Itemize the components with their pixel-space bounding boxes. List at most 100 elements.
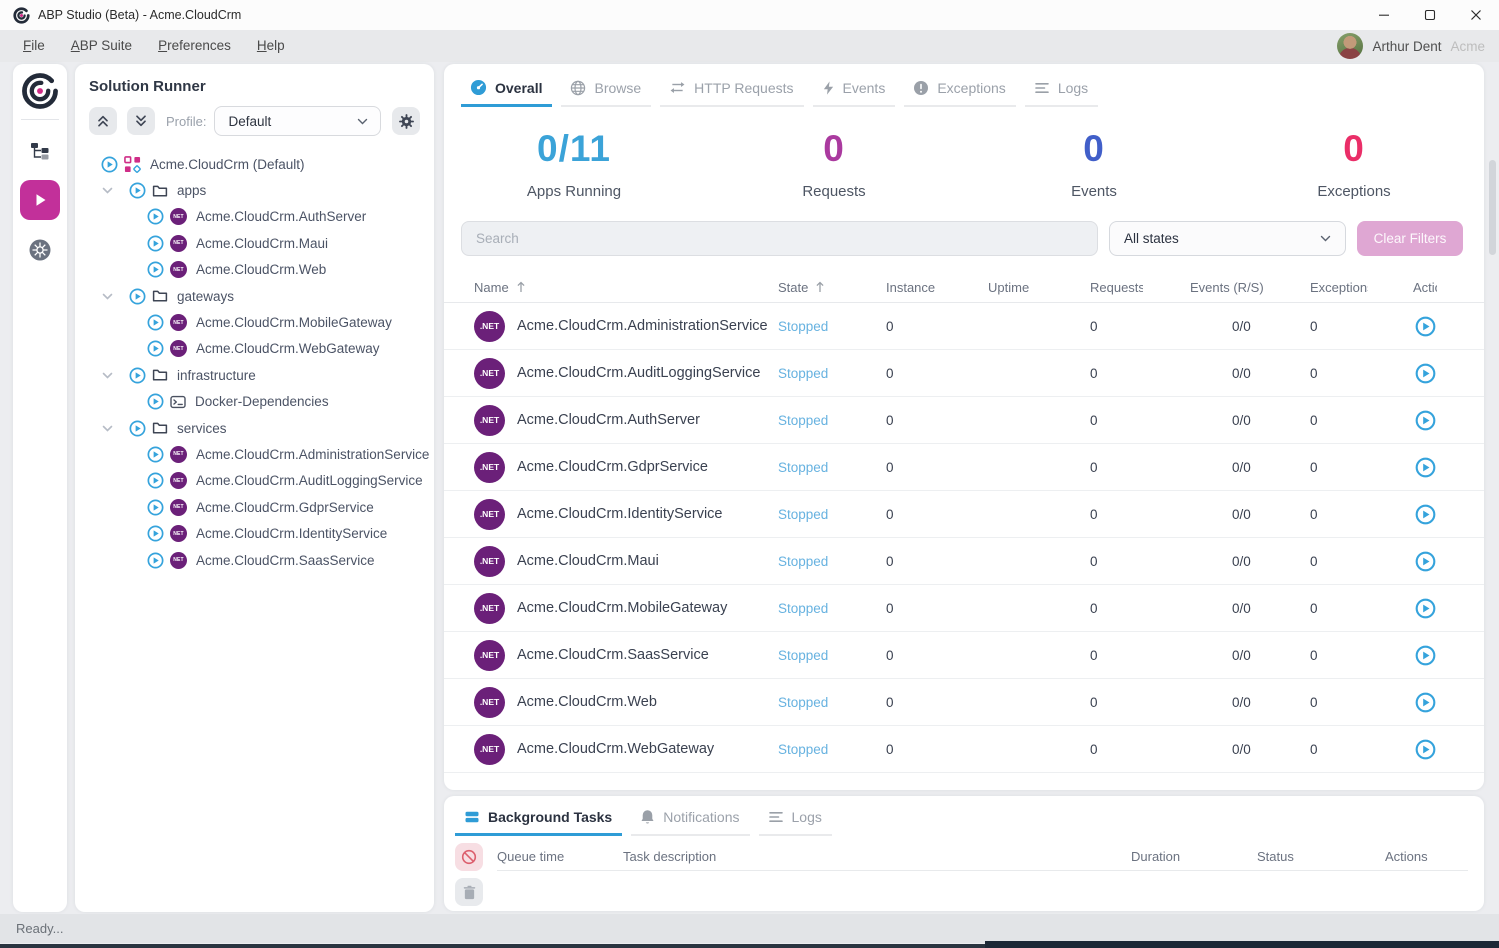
tree-item-acme-cloudcrm-saasservice[interactable]: NET Acme.CloudCrm.SaasService xyxy=(89,547,420,573)
runner-settings-button[interactable] xyxy=(392,107,420,135)
table-row-acme-cloudcrm-maui[interactable]: .NET Acme.CloudCrm.Maui Stopped 0 0 0/0 0 xyxy=(444,538,1484,585)
tree-item-acme-cloudcrm-default[interactable]: Acme.CloudCrm (Default) xyxy=(89,151,420,177)
start-app-button[interactable] xyxy=(1415,410,1436,431)
table-row-acme-cloudcrm-authserver[interactable]: .NET Acme.CloudCrm.AuthServer Stopped 0 0 0/0… xyxy=(444,397,1484,444)
tab-label: Notifications xyxy=(663,809,740,825)
tree-item-infrastructure[interactable]: infrastructure xyxy=(89,362,420,388)
main-tab-browse[interactable]: Browse xyxy=(561,73,652,107)
tree-item-acme-cloudcrm-authserver[interactable]: NET Acme.CloudCrm.AuthServer xyxy=(89,204,420,230)
column-header-instance: Instance xyxy=(886,280,988,295)
tree-item-acme-cloudcrm-mobilegateway[interactable]: NET Acme.CloudCrm.MobileGateway xyxy=(89,309,420,335)
tree-item-acme-cloudcrm-identityservice[interactable]: NET Acme.CloudCrm.IdentityService xyxy=(89,520,420,546)
chevron-down-icon[interactable] xyxy=(101,422,115,435)
table-row-acme-cloudcrm-identityservice[interactable]: .NET Acme.CloudCrm.IdentityService Stopped… xyxy=(444,491,1484,538)
table-row-acme-cloudcrm-web[interactable]: .NET Acme.CloudCrm.Web Stopped 0 0 0/0 0 xyxy=(444,679,1484,726)
start-app-button[interactable] xyxy=(1415,551,1436,572)
start-app-button[interactable] xyxy=(1415,645,1436,666)
tree-item-acme-cloudcrm-maui[interactable]: NET Acme.CloudCrm.Maui xyxy=(89,230,420,256)
start-app-button[interactable] xyxy=(1415,457,1436,478)
clear-filters-button[interactable]: Clear Filters xyxy=(1357,221,1463,256)
play-circle-icon[interactable] xyxy=(147,314,164,331)
user-chip[interactable]: Arthur Dent Acme xyxy=(1337,30,1485,62)
table-row-acme-cloudcrm-mobilegateway[interactable]: .NET Acme.CloudCrm.MobileGateway Stopped 0 0… xyxy=(444,585,1484,632)
menu-item-file[interactable]: File xyxy=(23,38,45,53)
play-circle-icon[interactable] xyxy=(147,261,164,278)
solution-explorer-icon[interactable] xyxy=(30,142,50,160)
play-circle-icon[interactable] xyxy=(147,552,164,569)
exceptions-value: 0 xyxy=(1310,506,1318,522)
column-label: Requests xyxy=(1090,279,1143,295)
scrollbar-thumb[interactable] xyxy=(1489,160,1496,255)
chevron-down-icon[interactable] xyxy=(101,369,115,382)
start-app-button[interactable] xyxy=(1415,316,1436,337)
state-filter-select[interactable]: All states xyxy=(1109,221,1346,256)
menu-item-preferences[interactable]: Preferences xyxy=(158,38,231,53)
clear-tasks-button[interactable] xyxy=(455,878,483,906)
chevron-down-icon[interactable] xyxy=(101,290,115,303)
start-app-button[interactable] xyxy=(1415,692,1436,713)
tree-item-acme-cloudcrm-webgateway[interactable]: NET Acme.CloudCrm.WebGateway xyxy=(89,336,420,362)
table-row-acme-cloudcrm-administrationservice[interactable]: .NET Acme.CloudCrm.AdministrationService S… xyxy=(444,303,1484,350)
tree-item-acme-cloudcrm-administrationservice[interactable]: NET Acme.CloudCrm.AdministrationService xyxy=(89,441,429,467)
minimize-button[interactable] xyxy=(1361,0,1407,30)
play-circle-icon[interactable] xyxy=(147,393,164,410)
tab-label: Logs xyxy=(791,809,822,825)
play-circle-icon[interactable] xyxy=(129,288,146,305)
start-app-button[interactable] xyxy=(1415,363,1436,384)
close-button[interactable] xyxy=(1453,0,1499,30)
instance-value: 0 xyxy=(886,365,894,381)
tree-item-apps[interactable]: apps xyxy=(89,177,420,203)
net-badge: NET xyxy=(170,472,187,490)
column-header-state[interactable]: State xyxy=(778,280,886,295)
solution-runner-rail-button[interactable] xyxy=(20,180,60,220)
search-input[interactable] xyxy=(461,221,1098,256)
menu-item-abp-suite[interactable]: ABP Suite xyxy=(70,38,133,53)
menu-item-help[interactable]: Help xyxy=(256,38,285,53)
tab-label: Events xyxy=(842,79,886,96)
play-circle-icon[interactable] xyxy=(147,235,164,252)
tree-item-docker-dependencies[interactable]: Docker-Dependencies xyxy=(89,389,420,415)
play-circle-icon[interactable] xyxy=(129,182,146,199)
play-circle-icon[interactable] xyxy=(147,525,164,542)
main-tab-exceptions[interactable]: Exceptions xyxy=(904,73,1016,107)
tree-item-services[interactable]: services xyxy=(89,415,420,441)
main-tab-events[interactable]: Events xyxy=(812,73,896,107)
main-tab-overall[interactable]: Overall xyxy=(461,73,553,107)
maximize-button[interactable] xyxy=(1407,0,1453,30)
main-tab-logs[interactable]: Logs xyxy=(1024,73,1099,107)
column-header-name[interactable]: Name xyxy=(474,280,778,295)
profile-select[interactable]: Default xyxy=(214,106,381,136)
chevron-down-icon[interactable] xyxy=(101,184,115,197)
tree-item-acme-cloudcrm-web[interactable]: NET Acme.CloudCrm.Web xyxy=(89,257,420,283)
play-circle-icon[interactable] xyxy=(147,472,164,489)
kubernetes-icon[interactable] xyxy=(28,238,52,262)
expand-all-button[interactable] xyxy=(127,107,155,135)
tree-item-acme-cloudcrm-auditloggingservice[interactable]: NET Acme.CloudCrm.AuditLoggingService xyxy=(89,468,423,494)
table-row-acme-cloudcrm-gdprservice[interactable]: .NET Acme.CloudCrm.GdprService Stopped 0 0 0/… xyxy=(444,444,1484,491)
bottom-tab-background-tasks[interactable]: Background Tasks xyxy=(455,803,623,836)
requests-value: 0 xyxy=(1090,553,1098,569)
play-circle-icon[interactable] xyxy=(147,499,164,516)
tree-item-acme-cloudcrm-gdprservice[interactable]: NET Acme.CloudCrm.GdprService xyxy=(89,494,420,520)
app-name: Acme.CloudCrm.AdministrationService xyxy=(517,318,768,334)
start-app-button[interactable] xyxy=(1415,739,1436,760)
start-app-button[interactable] xyxy=(1415,598,1436,619)
main-tab-http-requests[interactable]: HTTP Requests xyxy=(660,73,804,107)
tree-item-label: gateways xyxy=(177,288,235,304)
play-circle-icon[interactable] xyxy=(129,420,146,437)
bottom-tab-logs[interactable]: Logs xyxy=(758,803,832,836)
cancel-all-tasks-button[interactable] xyxy=(455,843,483,871)
tree-item-gateways[interactable]: gateways xyxy=(89,283,420,309)
bottom-tab-notifications[interactable]: Notifications xyxy=(631,803,750,836)
play-circle-icon[interactable] xyxy=(101,156,118,173)
table-row-acme-cloudcrm-webgateway[interactable]: .NET Acme.CloudCrm.WebGateway Stopped 0 0 0/0… xyxy=(444,726,1484,773)
play-circle-icon[interactable] xyxy=(147,340,164,357)
state-value: Stopped xyxy=(778,741,829,757)
table-row-acme-cloudcrm-saasservice[interactable]: .NET Acme.CloudCrm.SaasService Stopped 0 0 0/… xyxy=(444,632,1484,679)
play-circle-icon[interactable] xyxy=(147,446,164,463)
table-row-acme-cloudcrm-auditloggingservice[interactable]: .NET Acme.CloudCrm.AuditLoggingService Sto… xyxy=(444,350,1484,397)
collapse-all-button[interactable] xyxy=(89,107,117,135)
play-circle-icon[interactable] xyxy=(129,367,146,384)
play-circle-icon[interactable] xyxy=(147,208,164,225)
start-app-button[interactable] xyxy=(1415,504,1436,525)
